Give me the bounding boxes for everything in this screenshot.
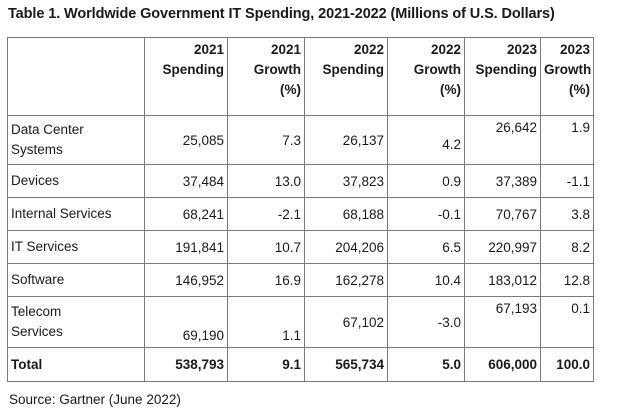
column-header: 2022 Spending bbox=[304, 37, 388, 116]
table-cell: 3.8 bbox=[540, 197, 594, 231]
table-cell: 69,190 bbox=[144, 296, 228, 348]
table-cell: 67,102 bbox=[304, 296, 388, 348]
table-cell: 162,278 bbox=[304, 263, 388, 297]
table-cell: 37,484 bbox=[144, 164, 228, 198]
table-cell: 191,841 bbox=[144, 230, 228, 264]
total-row: Total 538,793 9.1 565,734 5.0 606,000 10… bbox=[7, 347, 594, 382]
table-cell: 37,389 bbox=[464, 164, 541, 198]
table-title: Table 1. Worldwide Government IT Spendin… bbox=[8, 6, 555, 22]
row-label: Telecom Services bbox=[7, 296, 145, 348]
table-cell: 13.0 bbox=[227, 164, 305, 198]
row-label: Data Center Systems bbox=[7, 115, 145, 165]
source-note: Source: Gartner (June 2022) bbox=[9, 392, 181, 407]
column-header: 2021 Spending bbox=[144, 37, 228, 116]
table-cell: -3.0 bbox=[387, 296, 465, 348]
table-cell: 10.4 bbox=[387, 263, 465, 297]
table-cell: 0.9 bbox=[387, 164, 465, 198]
table-cell: 26,642 bbox=[464, 115, 541, 165]
table-row: Devices 37,484 13.0 37,823 0.9 37,389 -1… bbox=[7, 164, 594, 198]
table-cell: -0.1 bbox=[387, 197, 465, 231]
table-cell: 1.9 bbox=[540, 115, 594, 165]
column-header: 2021 Growth (%) bbox=[227, 37, 305, 116]
table-cell: 37,823 bbox=[304, 164, 388, 198]
table-cell: 10.7 bbox=[227, 230, 305, 264]
table-cell: 204,206 bbox=[304, 230, 388, 264]
table-row: Software 146,952 16.9 162,278 10.4 183,0… bbox=[7, 263, 594, 297]
table-cell: 25,085 bbox=[144, 115, 228, 165]
table-row: IT Services 191,841 10.7 204,206 6.5 220… bbox=[7, 230, 594, 264]
spending-table: 2021 Spending 2021 Growth (%) 2022 Spending … bbox=[7, 37, 594, 382]
table-row: Telecom Services 69,190 1.1 67,102 -3.0 6… bbox=[7, 296, 594, 348]
table-cell: 220,997 bbox=[464, 230, 541, 264]
total-cell: 5.0 bbox=[387, 347, 465, 382]
total-cell: 606,000 bbox=[464, 347, 541, 382]
table-cell: 4.2 bbox=[387, 115, 465, 165]
total-cell: 9.1 bbox=[227, 347, 305, 382]
table-cell: 12.8 bbox=[540, 263, 594, 297]
table-cell: 26,137 bbox=[304, 115, 388, 165]
row-label: Devices bbox=[7, 164, 145, 198]
table-cell: 16.9 bbox=[227, 263, 305, 297]
total-cell: 565,734 bbox=[304, 347, 388, 382]
total-label: Total bbox=[7, 347, 145, 382]
column-header: 2023 Spending bbox=[464, 37, 541, 116]
table-cell: 7.3 bbox=[227, 115, 305, 165]
table-cell: 0.1 bbox=[540, 296, 594, 348]
table-cell: 8.2 bbox=[540, 230, 594, 264]
table-cell: 67,193 bbox=[464, 296, 541, 348]
column-header: 2023 Growth (%) bbox=[540, 37, 594, 116]
table-cell: 6.5 bbox=[387, 230, 465, 264]
header-corner bbox=[7, 37, 145, 116]
row-label: Internal Services bbox=[7, 197, 145, 231]
table-row: Data Center Systems 25,085 7.3 26,137 4.2… bbox=[7, 115, 594, 165]
table-cell: 1.1 bbox=[227, 296, 305, 348]
table-cell: -2.1 bbox=[227, 197, 305, 231]
column-header: 2022 Growth (%) bbox=[387, 37, 465, 116]
table-cell: 70,767 bbox=[464, 197, 541, 231]
header-row: 2021 Spending 2021 Growth (%) 2022 Spending … bbox=[7, 37, 594, 116]
table-cell: -1.1 bbox=[540, 164, 594, 198]
total-cell: 538,793 bbox=[144, 347, 228, 382]
table-cell: 68,188 bbox=[304, 197, 388, 231]
row-label: Software bbox=[7, 263, 145, 297]
row-label: IT Services bbox=[7, 230, 145, 264]
table-row: Internal Services 68,241 -2.1 68,188 -0.… bbox=[7, 197, 594, 231]
total-cell: 100.0 bbox=[540, 347, 594, 382]
table-cell: 68,241 bbox=[144, 197, 228, 231]
table-cell: 146,952 bbox=[144, 263, 228, 297]
table-cell: 183,012 bbox=[464, 263, 541, 297]
